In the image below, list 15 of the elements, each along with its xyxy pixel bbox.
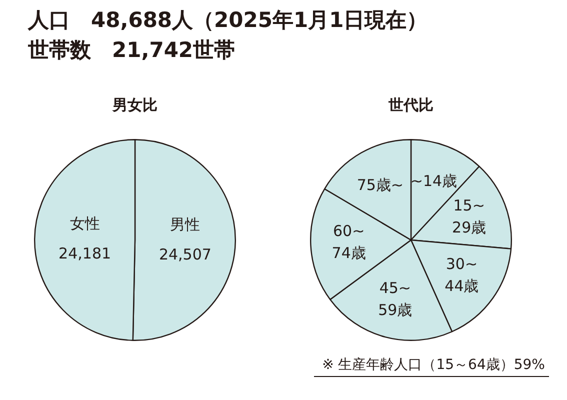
- data-label: 24,181: [58, 244, 112, 262]
- text: 人口 48,688人（2025年1月1日現在）: [28, 7, 428, 34]
- slice-label: 女性: [70, 214, 100, 232]
- slice-label: 30~44歳: [444, 255, 479, 296]
- chart-title: 男女比: [111, 96, 158, 115]
- slice-label: ~14歳: [410, 172, 458, 190]
- data-label: 24,507: [158, 245, 212, 264]
- text: 世帯数 21,742世帯: [28, 37, 236, 64]
- text: ※ 生産年齢人口（15～64歳）59%: [314, 356, 549, 377]
- slice-label: 15~29歳: [452, 196, 486, 237]
- chart-title: 世代比: [388, 96, 434, 115]
- slice-label: 45~59歳: [378, 279, 412, 320]
- slice-label: 60~74歳: [332, 222, 366, 262]
- slice-label: 75歳~: [356, 176, 404, 194]
- slice-label: 男性: [170, 215, 200, 234]
